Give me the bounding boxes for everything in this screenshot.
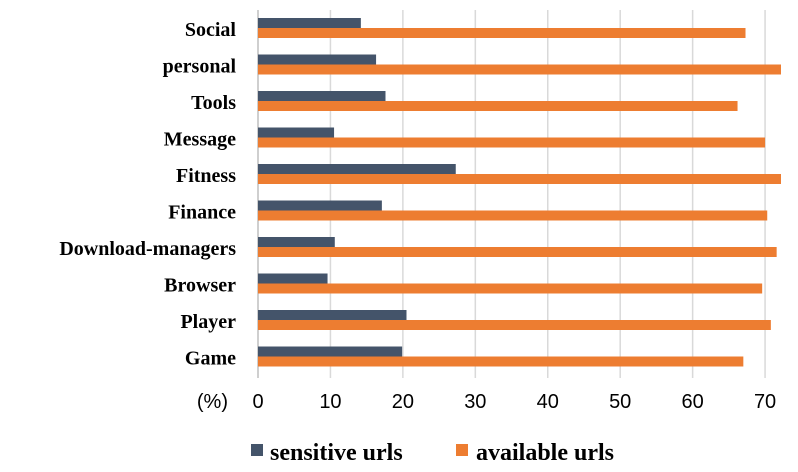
bar-available-urls xyxy=(258,174,781,184)
category-label: Browser xyxy=(164,275,236,297)
x-tick-label: 20 xyxy=(392,391,414,413)
bar-available-urls xyxy=(258,356,744,367)
bar-sensitive-urls xyxy=(258,164,456,174)
bar-available-urls xyxy=(258,101,738,111)
bar-available-urls xyxy=(258,283,763,294)
category-label: Player xyxy=(180,311,236,333)
bar-sensitive-urls xyxy=(258,91,386,101)
category-label: Finance xyxy=(168,202,236,224)
bar-sensitive-urls xyxy=(258,18,361,28)
bar-sensitive-urls xyxy=(258,54,377,65)
category-label: Tools xyxy=(191,92,236,114)
x-tick-label: 50 xyxy=(609,391,631,413)
bars xyxy=(258,18,781,367)
x-tick-label: 0 xyxy=(252,391,263,413)
legend: sensitive urls available urls xyxy=(251,440,614,466)
legend-available-urls-label: available urls xyxy=(476,440,614,466)
legend-available-urls-swatch xyxy=(456,444,468,456)
category-labels: Social personal Tools Message Fitness Finance… xyxy=(59,19,236,370)
legend-sensitive-urls-label: sensitive urls xyxy=(270,440,403,466)
bar-sensitive-urls xyxy=(258,127,335,138)
x-unit-label: (%) xyxy=(197,391,228,413)
x-tick-label: 40 xyxy=(537,391,559,413)
category-label: Social xyxy=(185,19,237,41)
bar-sensitive-urls xyxy=(258,346,403,357)
bar-sensitive-urls xyxy=(258,200,382,211)
x-tick-label: 60 xyxy=(682,391,704,413)
x-tick-labels: 0 10 20 30 40 50 60 70 xyxy=(252,391,776,413)
x-tick-label: 10 xyxy=(319,391,341,413)
bar-sensitive-urls xyxy=(258,273,328,284)
bar-sensitive-urls xyxy=(258,310,407,320)
category-label: personal xyxy=(163,56,237,78)
category-label: Download-managers xyxy=(59,238,236,260)
bar-available-urls xyxy=(258,320,771,330)
bar-available-urls xyxy=(258,210,768,221)
category-label: Message xyxy=(164,129,236,151)
bar-sensitive-urls xyxy=(258,237,335,247)
bar-available-urls xyxy=(258,28,746,38)
category-label: Game xyxy=(185,348,236,370)
bar-available-urls xyxy=(258,247,777,257)
legend-sensitive-urls-swatch xyxy=(251,444,263,456)
x-tick-label: 30 xyxy=(464,391,486,413)
x-tick-label: 70 xyxy=(754,391,776,413)
bar-available-urls xyxy=(258,64,781,75)
category-label: Fitness xyxy=(176,165,236,187)
bar-available-urls xyxy=(258,137,766,148)
